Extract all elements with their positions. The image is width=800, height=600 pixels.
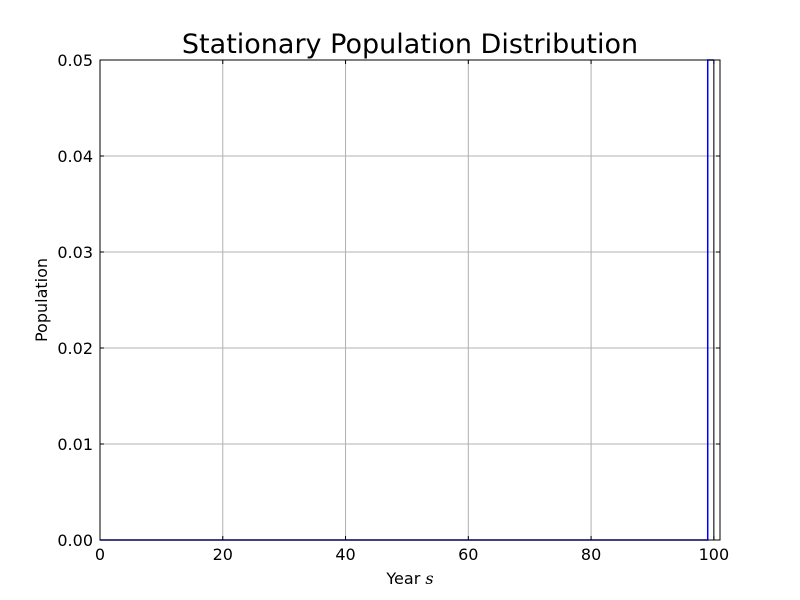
x-tick-label: 20: [213, 545, 233, 564]
y-axis-label: Population: [32, 258, 51, 342]
grid: [99, 59, 720, 541]
plot-frame: [99, 59, 721, 541]
x-tick-label: 40: [335, 545, 355, 564]
x-axis-label: Year s: [385, 569, 433, 588]
x-tick-label: 100: [699, 545, 730, 564]
y-axis-tick-labels: 0.00 0.01 0.02 0.03 0.04 0.05: [57, 51, 93, 550]
y-tick-label: 0.00: [57, 531, 93, 550]
y-tick-label: 0.03: [57, 243, 93, 262]
y-tick-label: 0.01: [57, 435, 93, 454]
y-tick-label: 0.05: [57, 51, 93, 70]
plot-area: [100, 60, 720, 540]
x-tick-label: 0: [95, 545, 105, 564]
y-tick-label: 0.02: [57, 339, 93, 358]
y-tick-label: 0.04: [57, 147, 93, 166]
x-axis-label-variable: s: [425, 569, 433, 588]
x-tick-label: 80: [581, 545, 601, 564]
x-tick-label: 60: [458, 545, 478, 564]
chart-title: Stationary Population Distribution: [182, 29, 638, 60]
axis-ticks: [99, 59, 720, 541]
x-axis-tick-labels: 0 20 40 60 80 100: [95, 545, 729, 564]
x-axis-label-text: Year: [385, 569, 420, 588]
